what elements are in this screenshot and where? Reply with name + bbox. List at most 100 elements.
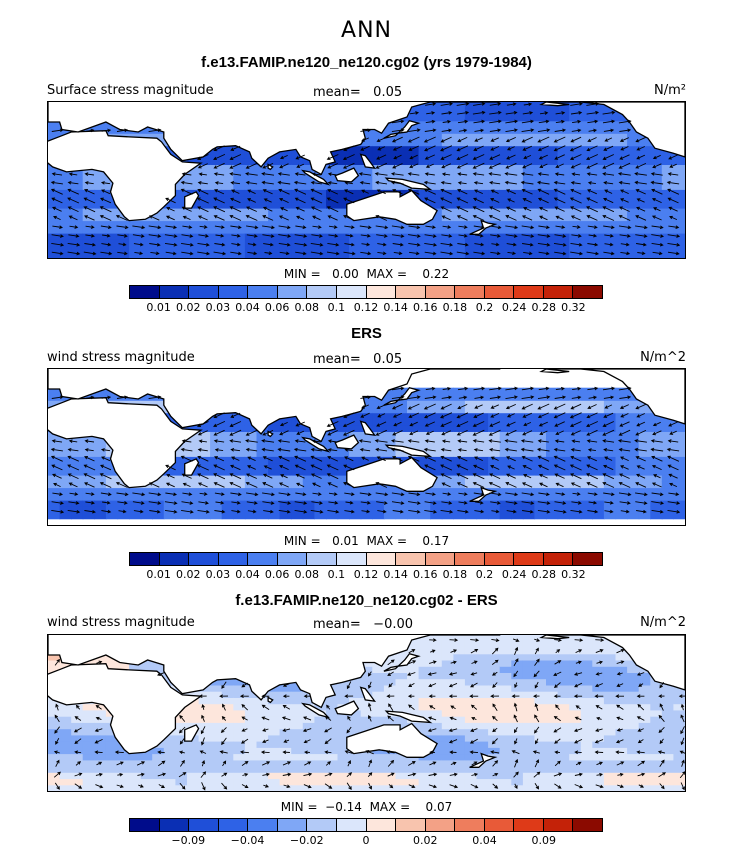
field-cell bbox=[569, 412, 582, 420]
wind-vector-arrow bbox=[537, 128, 551, 133]
field-cell bbox=[198, 487, 211, 495]
field-cell bbox=[453, 747, 466, 755]
field-cell bbox=[603, 450, 617, 457]
field-cell bbox=[395, 183, 408, 190]
field-cell bbox=[244, 778, 258, 786]
field-cell bbox=[48, 493, 61, 501]
wind-vector-arrow bbox=[636, 242, 647, 247]
field-cell bbox=[256, 245, 269, 253]
field-cell bbox=[372, 759, 385, 767]
field-cell bbox=[511, 226, 524, 234]
wind-vector-arrow bbox=[668, 206, 678, 212]
wind-vector-arrow bbox=[505, 162, 517, 169]
wind-vector-arrow bbox=[424, 439, 435, 443]
field-cell bbox=[314, 722, 327, 730]
wind-vector-arrow bbox=[521, 215, 533, 221]
field-cell bbox=[441, 487, 454, 495]
field-cell bbox=[661, 753, 674, 761]
field-cell bbox=[198, 208, 211, 215]
field-cell bbox=[302, 208, 315, 215]
field-cell bbox=[603, 500, 617, 507]
wind-vector-arrow bbox=[555, 215, 564, 221]
field-cell bbox=[268, 506, 281, 514]
field-cell bbox=[488, 766, 501, 773]
wind-vector-arrow bbox=[361, 509, 371, 514]
field-cell bbox=[395, 722, 408, 730]
panel3-units: N/m^2 bbox=[640, 615, 686, 630]
field-cell bbox=[511, 450, 524, 457]
field-cell bbox=[430, 195, 443, 203]
wind-vector-arrow bbox=[636, 146, 645, 151]
field-cell bbox=[279, 500, 292, 507]
field-cell bbox=[627, 766, 640, 773]
field-cell bbox=[152, 747, 165, 755]
wind-vector-arrow bbox=[83, 251, 97, 256]
field-cell bbox=[569, 784, 582, 791]
field-cell bbox=[302, 500, 315, 507]
field-cell bbox=[221, 493, 234, 501]
field-cell bbox=[59, 487, 72, 495]
field-cell bbox=[476, 766, 489, 773]
field-cell bbox=[163, 201, 176, 209]
field-cell bbox=[661, 443, 674, 451]
wind-vector-arrow bbox=[213, 482, 225, 488]
field-cell bbox=[557, 183, 570, 190]
field-cell bbox=[152, 506, 165, 514]
field-cell bbox=[499, 139, 512, 147]
wind-vector-arrow bbox=[181, 234, 194, 238]
field-cell bbox=[291, 233, 304, 240]
field-cell bbox=[349, 189, 362, 197]
wind-vector-arrow bbox=[84, 172, 95, 176]
wind-vector-arrow bbox=[359, 180, 371, 185]
field-cell bbox=[592, 728, 605, 736]
field-cell bbox=[268, 220, 281, 228]
wind-vector-arrow bbox=[456, 429, 468, 436]
field-cell bbox=[372, 220, 385, 228]
wind-vector-arrow bbox=[310, 473, 322, 479]
field-cell bbox=[615, 251, 628, 258]
field-cell bbox=[557, 647, 570, 655]
field-cell bbox=[546, 697, 559, 705]
field-cell bbox=[279, 151, 292, 159]
field-cell bbox=[534, 512, 547, 520]
field-cell bbox=[233, 201, 246, 209]
colorbar-swatch bbox=[573, 553, 602, 565]
wind-vector-arrow bbox=[458, 500, 468, 505]
wind-vector-arrow bbox=[425, 492, 436, 496]
field-cell bbox=[279, 487, 292, 495]
field-cell bbox=[407, 158, 420, 165]
field-cell bbox=[187, 158, 200, 165]
wind-vector-arrow bbox=[539, 163, 548, 168]
field-cell bbox=[615, 226, 628, 234]
field-cell bbox=[129, 487, 142, 495]
field-cell bbox=[615, 784, 628, 791]
wind-vector-arrow bbox=[375, 162, 387, 169]
field-cell bbox=[395, 493, 408, 501]
wind-vector-arrow bbox=[118, 509, 127, 514]
wind-vector-arrow bbox=[473, 145, 484, 151]
field-cell bbox=[221, 462, 234, 470]
wind-vector-arrow bbox=[586, 473, 598, 480]
field-cell bbox=[395, 691, 408, 698]
wind-vector-arrow bbox=[522, 145, 532, 151]
field-cell bbox=[522, 641, 536, 648]
field-cell bbox=[337, 784, 350, 791]
field-cell bbox=[395, 678, 408, 686]
field-cell bbox=[175, 462, 188, 470]
field-cell bbox=[488, 102, 501, 109]
field-cell bbox=[210, 412, 223, 420]
field-cell bbox=[117, 512, 130, 520]
field-cell bbox=[615, 741, 628, 748]
field-cell bbox=[569, 251, 582, 258]
wind-vector-arrow bbox=[523, 154, 532, 160]
wind-vector-arrow bbox=[294, 197, 306, 204]
wind-vector-arrow bbox=[376, 137, 386, 143]
field-cell bbox=[534, 747, 547, 755]
field-cell bbox=[279, 728, 292, 736]
colorbar-swatch bbox=[543, 286, 574, 298]
panel1-colorbar bbox=[129, 285, 603, 299]
colorbar-tick-label: 0.02 bbox=[176, 568, 201, 581]
field-cell bbox=[661, 239, 674, 247]
field-cell bbox=[383, 431, 397, 439]
field-cell bbox=[650, 734, 663, 742]
